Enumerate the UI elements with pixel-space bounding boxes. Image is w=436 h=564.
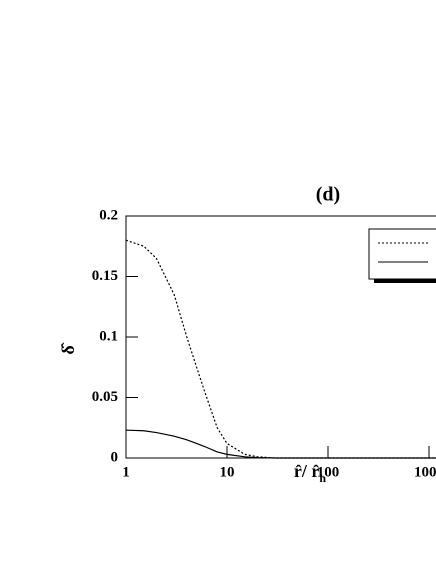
x-tick-label: 10 xyxy=(220,464,235,480)
y-axis-label: δ̂ xyxy=(58,342,78,354)
y-tick-label: 0.1 xyxy=(99,328,118,344)
x-axis-label: r̂/ r̂h xyxy=(294,461,326,485)
x-tick-label: 1000 xyxy=(414,464,436,480)
y-tick-label: 0 xyxy=(111,449,119,465)
legend xyxy=(368,228,436,283)
line-series xyxy=(125,429,436,459)
chart-title: (d) xyxy=(316,184,340,206)
y-tick-label: 0.2 xyxy=(99,207,118,223)
legend-box xyxy=(368,228,436,280)
y-tick-label: 0.15 xyxy=(92,268,118,284)
x-tick-label: 1 xyxy=(122,464,130,480)
x-tick-label: 100 xyxy=(317,464,340,480)
y-tick-label: 0.05 xyxy=(92,389,118,405)
